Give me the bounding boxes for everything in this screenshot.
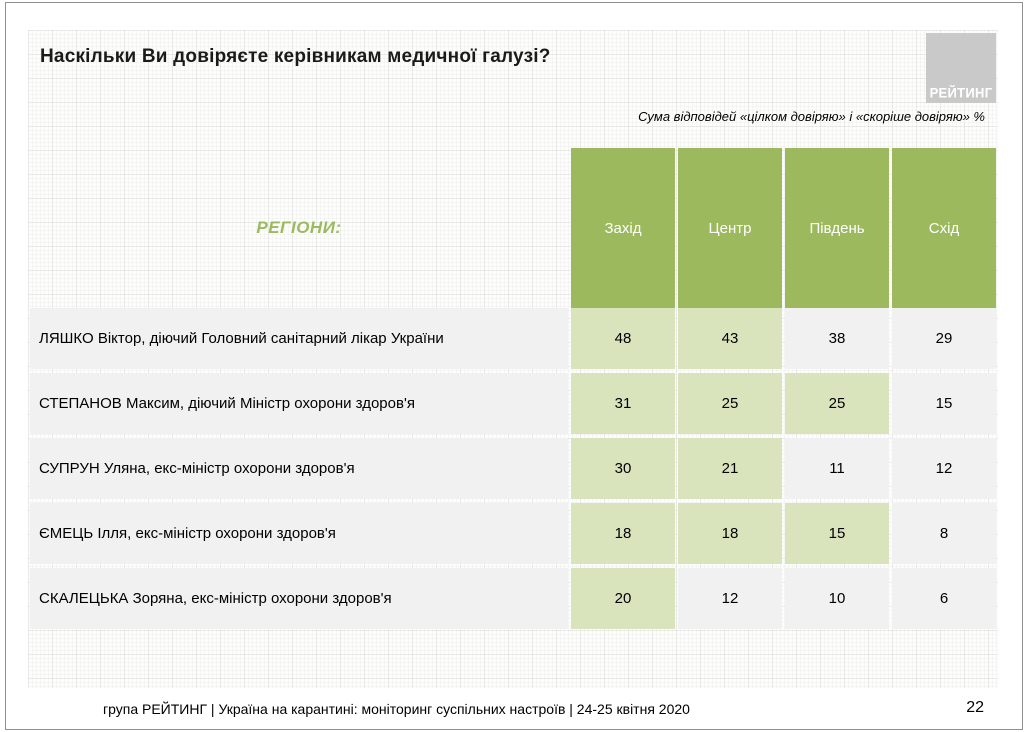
value-cell: 10: [785, 568, 889, 629]
table-body: ЛЯШКО Віктор, діючий Головний санітарний…: [30, 308, 996, 629]
value-cell: 8: [892, 503, 996, 564]
table-row: СТЕПАНОВ Максим, діючий Міністр охорони …: [30, 373, 996, 434]
column-header: Центр: [678, 148, 782, 308]
value-cell: 48: [571, 308, 675, 369]
value-cell: 11: [785, 438, 889, 499]
value-cell: 12: [892, 438, 996, 499]
row-label: СТЕПАНОВ Максим, діючий Міністр охорони …: [30, 373, 568, 434]
row-label: ЄМЕЦЬ Ілля, екс-міністр охорони здоров'я: [30, 503, 568, 564]
trust-by-region-table: РЕГІОНИ: Захід Центр Південь Схід ЛЯШКО Вік…: [30, 148, 996, 629]
table-row: СУПРУН Уляна, екс-міністр охорони здоров…: [30, 438, 996, 499]
footer-source-line: група РЕЙТИНГ | Україна на карантині: мо…: [103, 701, 690, 717]
value-cell: 15: [785, 503, 889, 564]
table-row: ЄМЕЦЬ Ілля, екс-міністр охорони здоров'я…: [30, 503, 996, 564]
value-cell: 31: [571, 373, 675, 434]
value-cell: 43: [678, 308, 782, 369]
value-cell: 18: [571, 503, 675, 564]
value-cell: 30: [571, 438, 675, 499]
value-cell: 20: [571, 568, 675, 629]
value-cell: 6: [892, 568, 996, 629]
logo-text: РЕЙТИНГ: [929, 84, 993, 101]
value-cell: 18: [678, 503, 782, 564]
regions-label: РЕГІОНИ:: [256, 218, 342, 237]
value-cell: 25: [678, 373, 782, 434]
row-label: СУПРУН Уляна, екс-міністр охорони здоров…: [30, 438, 568, 499]
slide-subtitle: Сума відповідей «цілком довіряю» і «скор…: [638, 109, 985, 124]
value-cell: 25: [785, 373, 889, 434]
row-label: ЛЯШКО Віктор, діючий Головний санітарний…: [30, 308, 568, 369]
value-cell: 12: [678, 568, 782, 629]
row-header-cell: РЕГІОНИ:: [30, 148, 568, 308]
row-label: СКАЛЕЦЬКА Зоряна, екс-міністр охорони зд…: [30, 568, 568, 629]
value-cell: 29: [892, 308, 996, 369]
column-header: Південь: [785, 148, 889, 308]
value-cell: 21: [678, 438, 782, 499]
page-number: 22: [966, 699, 984, 716]
table-row: СКАЛЕЦЬКА Зоряна, екс-міністр охорони зд…: [30, 568, 996, 629]
value-cell: 15: [892, 373, 996, 434]
table-header-row: РЕГІОНИ: Захід Центр Південь Схід: [30, 148, 996, 308]
column-headers: Захід Центр Південь Схід: [571, 148, 996, 308]
column-header: Схід: [892, 148, 996, 308]
value-cell: 38: [785, 308, 889, 369]
rating-group-logo: РЕЙТИНГ: [926, 33, 996, 103]
slide-title: Наскільки Ви довіряєте керівникам медичн…: [40, 46, 551, 67]
table-row: ЛЯШКО Віктор, діючий Головний санітарний…: [30, 308, 996, 369]
column-header: Захід: [571, 148, 675, 308]
